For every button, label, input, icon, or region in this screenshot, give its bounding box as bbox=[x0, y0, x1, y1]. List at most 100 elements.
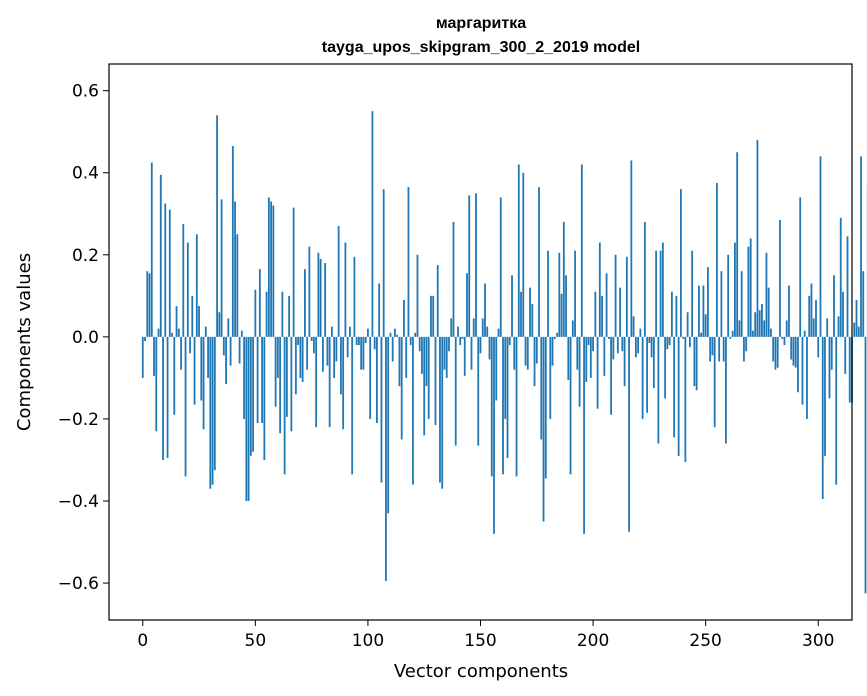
bar bbox=[385, 336, 387, 582]
bar bbox=[652, 336, 655, 389]
x-tick-label: 200 bbox=[577, 631, 609, 651]
x-tick-label: 0 bbox=[137, 631, 148, 651]
bar bbox=[522, 172, 525, 337]
bar bbox=[576, 336, 579, 370]
bar bbox=[200, 336, 203, 401]
bar bbox=[220, 199, 223, 337]
bar bbox=[842, 291, 844, 337]
bar bbox=[596, 336, 599, 409]
bar bbox=[722, 336, 725, 362]
bar bbox=[195, 234, 198, 337]
bar bbox=[261, 336, 263, 424]
bar bbox=[177, 328, 180, 337]
bar bbox=[349, 326, 351, 337]
bar bbox=[218, 312, 221, 337]
bar bbox=[380, 336, 383, 483]
bar bbox=[213, 336, 216, 471]
bar bbox=[236, 234, 239, 337]
bar bbox=[648, 336, 651, 344]
bar bbox=[398, 336, 401, 387]
bar bbox=[513, 336, 516, 370]
bar bbox=[864, 336, 867, 594]
bar bbox=[481, 318, 484, 337]
bar bbox=[162, 336, 164, 460]
bar bbox=[346, 336, 349, 358]
x-axis-label: Vector components bbox=[394, 661, 568, 682]
bar bbox=[607, 336, 610, 339]
bar bbox=[373, 336, 376, 350]
bar bbox=[423, 336, 426, 436]
bar bbox=[358, 336, 360, 346]
bar bbox=[569, 336, 572, 475]
bars-layer bbox=[141, 111, 867, 594]
bar bbox=[594, 291, 597, 337]
chart-title: маргаритка bbox=[436, 15, 526, 32]
bar bbox=[247, 336, 250, 501]
bar bbox=[335, 336, 338, 362]
bar bbox=[249, 336, 252, 456]
bar bbox=[731, 330, 734, 337]
bar bbox=[387, 336, 390, 514]
bar bbox=[418, 336, 421, 352]
bar bbox=[157, 328, 160, 337]
bar bbox=[747, 246, 750, 337]
y-tick-label: 0.4 bbox=[72, 164, 99, 184]
bar bbox=[661, 242, 664, 337]
bar bbox=[412, 336, 414, 485]
bar bbox=[776, 336, 779, 368]
bar bbox=[171, 332, 173, 337]
bar bbox=[360, 336, 363, 370]
bar bbox=[524, 336, 527, 366]
bar bbox=[583, 336, 585, 534]
bar bbox=[562, 221, 565, 337]
bar bbox=[439, 336, 441, 483]
bar bbox=[612, 336, 615, 360]
bar bbox=[713, 336, 716, 428]
bar bbox=[853, 322, 856, 337]
bar bbox=[324, 263, 327, 337]
bar bbox=[544, 336, 547, 479]
bar bbox=[571, 320, 574, 337]
bar bbox=[688, 336, 691, 348]
bar bbox=[526, 336, 529, 370]
bar bbox=[761, 304, 763, 337]
bar bbox=[240, 330, 243, 337]
bar bbox=[245, 336, 248, 501]
bar bbox=[463, 336, 466, 376]
bar bbox=[285, 336, 288, 417]
bar bbox=[164, 203, 167, 337]
bar bbox=[542, 336, 545, 522]
bar bbox=[265, 291, 268, 337]
bar bbox=[299, 336, 302, 378]
bar bbox=[279, 336, 282, 434]
bar bbox=[592, 336, 594, 352]
bar bbox=[529, 287, 531, 337]
bar bbox=[276, 336, 279, 378]
bar bbox=[403, 299, 405, 337]
bar bbox=[150, 162, 153, 337]
bar bbox=[254, 289, 257, 337]
y-tick-label: 0.6 bbox=[72, 82, 99, 102]
bar bbox=[819, 156, 822, 337]
bar bbox=[155, 336, 158, 432]
bar bbox=[189, 336, 191, 354]
bar bbox=[657, 336, 660, 444]
bar bbox=[319, 258, 322, 337]
bar bbox=[515, 336, 518, 477]
bar bbox=[580, 164, 583, 337]
bar bbox=[830, 336, 833, 370]
bar bbox=[198, 306, 200, 337]
bar bbox=[598, 242, 601, 337]
bar bbox=[603, 336, 606, 376]
bar bbox=[141, 336, 144, 378]
bar bbox=[693, 336, 696, 387]
bar bbox=[470, 336, 473, 370]
bar bbox=[342, 336, 345, 430]
bar bbox=[468, 195, 471, 337]
bar bbox=[837, 316, 840, 337]
bar bbox=[432, 295, 435, 337]
bar bbox=[301, 336, 304, 383]
bar bbox=[376, 336, 378, 424]
bar bbox=[743, 336, 745, 362]
bar bbox=[382, 189, 385, 337]
